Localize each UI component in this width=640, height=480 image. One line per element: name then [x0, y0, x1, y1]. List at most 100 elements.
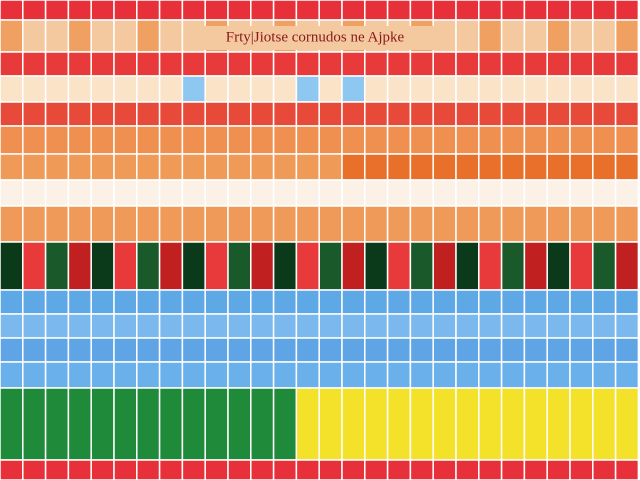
grid-cell: [90, 125, 115, 155]
grid-cell: [409, 179, 434, 207]
grid-cell: [523, 19, 548, 53]
grid-cell: [364, 337, 389, 363]
grid-cell: [67, 75, 92, 103]
grid-cell: [432, 241, 457, 291]
grid-cell: [44, 361, 70, 389]
grid-cell: [478, 241, 503, 291]
grid-cell: [592, 289, 617, 315]
grid-cell: [318, 387, 343, 461]
grid-cell: [546, 205, 571, 243]
grid-cell: [0, 387, 24, 461]
grid-cell: [592, 387, 617, 461]
grid-cell: [136, 337, 161, 363]
grid-cell: [136, 205, 161, 243]
grid-cell: [250, 0, 275, 21]
grid-cell: [0, 51, 24, 77]
grid-cell: [181, 51, 206, 77]
grid-cell: [592, 313, 617, 339]
grid-cell: [0, 75, 24, 103]
grid-cell: [500, 241, 526, 291]
grid-cell: [592, 125, 617, 155]
grid-cell: [44, 0, 70, 21]
grid-cell: [546, 75, 571, 103]
grid-cell: [227, 337, 252, 363]
grid-cell: [90, 51, 115, 77]
grid-cell: [0, 241, 24, 291]
grid-cell: [67, 51, 92, 77]
grid-cell: [67, 0, 92, 21]
grid-cell: [318, 205, 343, 243]
grid-cell: [614, 75, 640, 103]
grid-cell: [227, 361, 252, 389]
grid-cell: [500, 179, 526, 207]
grid-cell: [158, 19, 184, 53]
grid-cell: [44, 241, 70, 291]
grid-cell: [204, 125, 229, 155]
grid-cell: [386, 337, 412, 363]
grid-cell: [386, 241, 412, 291]
grid-cell: [113, 289, 138, 315]
grid-cell: [409, 387, 434, 461]
grid-cell: [546, 361, 571, 389]
grid-cell: [90, 75, 115, 103]
grid-cell: [318, 101, 343, 127]
grid-cell: [272, 361, 298, 389]
grid-cell: [22, 313, 47, 339]
grid-cell: [592, 459, 617, 480]
grid-cell: [158, 313, 184, 339]
grid-cell: [455, 289, 480, 315]
grid-cell: [592, 337, 617, 363]
grid-cell: [227, 75, 252, 103]
grid-cell: [250, 125, 275, 155]
grid-cell: [250, 387, 275, 461]
grid-cell: [113, 51, 138, 77]
grid-cell: [478, 179, 503, 207]
grid-cell: [432, 387, 457, 461]
grid-cell: [546, 241, 571, 291]
grid-cell: [204, 205, 229, 243]
grid-cell: [341, 289, 366, 315]
grid-cell: [364, 153, 389, 181]
grid-cell: [364, 387, 389, 461]
grid-cell: [295, 387, 320, 461]
grid-cell: [432, 179, 457, 207]
grid-cell: [318, 459, 343, 480]
grid-cell: [0, 289, 24, 315]
grid-cell: [181, 313, 206, 339]
grid-cell: [227, 313, 252, 339]
grid-cell: [614, 313, 640, 339]
grid-cell: [227, 241, 252, 291]
grid-cell: [22, 75, 47, 103]
grid-cell: [455, 51, 480, 77]
grid-cell: [409, 0, 434, 21]
grid-cell: [136, 459, 161, 480]
grid-cell: [295, 289, 320, 315]
grid-cell: [136, 313, 161, 339]
grid-cell: [295, 459, 320, 480]
grid-cell: [409, 101, 434, 127]
grid-cell: [409, 241, 434, 291]
grid-cell: [546, 125, 571, 155]
grid-cell: [614, 0, 640, 21]
grid-cell: [546, 0, 571, 21]
grid-cell: [341, 51, 366, 77]
grid-cell: [22, 337, 47, 363]
grid-cell: [409, 153, 434, 181]
grid-cell: [272, 241, 298, 291]
grid-cell: [614, 19, 640, 53]
grid-cell: [22, 361, 47, 389]
grid-cell: [272, 153, 298, 181]
grid-cell: [614, 361, 640, 389]
grid-cell: [113, 153, 138, 181]
grid-cell: [0, 125, 24, 155]
grid-cell: [204, 153, 229, 181]
grid-cell: [67, 125, 92, 155]
grid-cell: [22, 19, 47, 53]
grid-cell: [67, 179, 92, 207]
grid-cell: [181, 179, 206, 207]
grid-cell: [318, 361, 343, 389]
grid-cell: [227, 289, 252, 315]
grid-cell: [409, 51, 434, 77]
grid-cell: [569, 361, 594, 389]
